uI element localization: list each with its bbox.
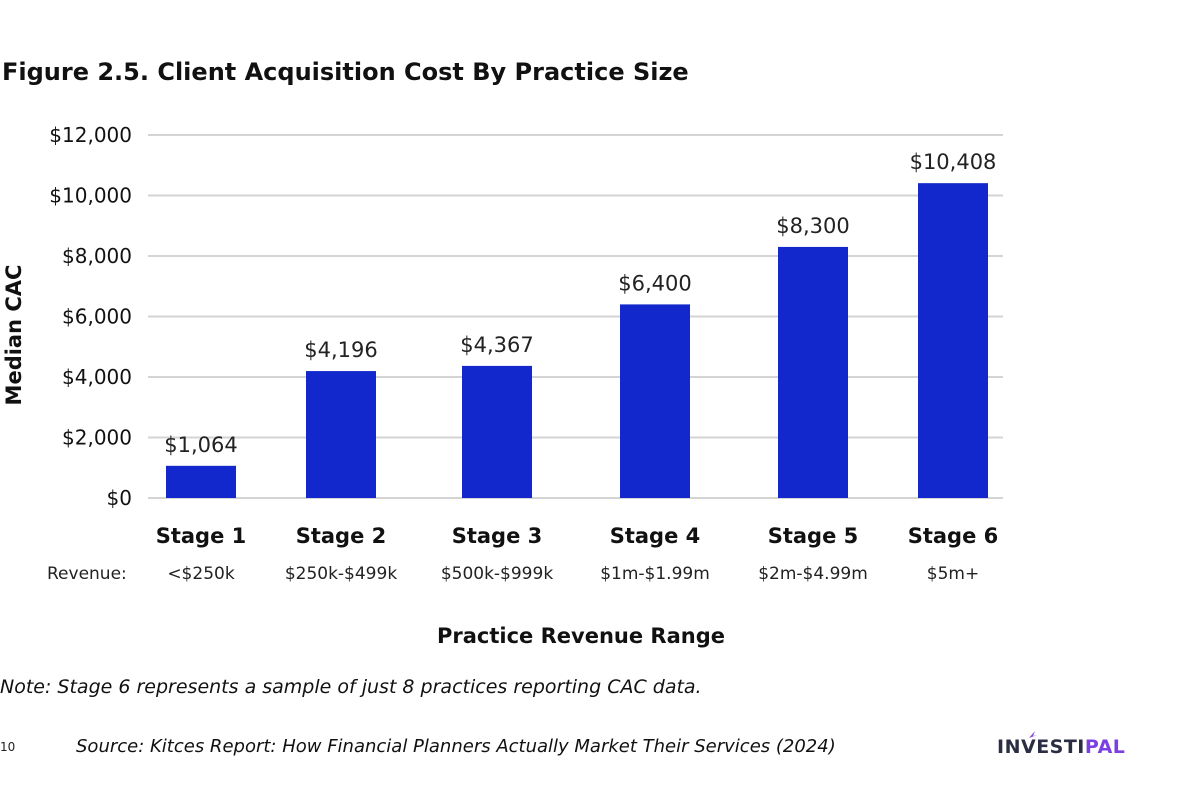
revenue-range-label: $5m+	[927, 564, 979, 584]
bar	[306, 371, 376, 498]
bar	[918, 183, 988, 498]
x-tick-label: Stage 1	[156, 524, 247, 548]
x-tick-label: Stage 2	[296, 524, 387, 548]
x-tick-label: Stage 4	[610, 524, 701, 548]
bar	[620, 304, 690, 498]
revenue-prefix: Revenue:	[47, 564, 127, 584]
logo-text: INVESTIPAL	[997, 736, 1125, 758]
value-labels: $1,064 $4,196 $4,367 $6,400 $8,300 $10,408	[164, 150, 996, 457]
data-label: $1,064	[164, 433, 237, 457]
x-tick-label: Stage 3	[452, 524, 543, 548]
x-axis-label: Practice Revenue Range	[437, 624, 725, 648]
chart-title: Figure 2.5. Client Acquisition Cost By P…	[2, 58, 689, 86]
bar	[778, 246, 848, 498]
y-axis-ticks: $0 $2,000 $4,000 $6,000 $8,000 $10,000 $12,000	[49, 123, 132, 510]
y-tick-label: $6,000	[62, 305, 132, 329]
page-number: 10	[0, 740, 15, 754]
data-label: $4,196	[304, 338, 377, 362]
y-tick-label: $10,000	[49, 184, 132, 208]
y-tick-label: $2,000	[62, 426, 132, 450]
logo-part-1: INV	[997, 736, 1036, 758]
y-tick-label: $8,000	[62, 244, 132, 268]
revenue-range-label: $250k-$499k	[285, 564, 398, 584]
data-label: $8,300	[776, 214, 849, 238]
data-label: $6,400	[618, 271, 691, 295]
y-tick-label: $4,000	[62, 365, 132, 389]
gridlines	[148, 134, 1003, 499]
chart-note: Note: Stage 6 represents a sample of jus…	[0, 676, 702, 698]
x-tick-label: Stage 6	[908, 524, 999, 548]
x-tick-label: Stage 5	[768, 524, 859, 548]
source-citation: Source: Kitces Report: How Financial Pla…	[76, 736, 836, 757]
bar	[462, 365, 532, 498]
x-axis-categories: Stage 1 Stage 2 Stage 3 Stage 4 Stage 5 Stage…	[156, 524, 999, 548]
y-axis-label: Median CAC	[2, 265, 26, 406]
revenue-range-label: <$250k	[167, 564, 235, 584]
logo-part-3: PAL	[1085, 736, 1126, 758]
logo-spark-icon	[1029, 731, 1037, 738]
revenue-range-label: $1m-$1.99m	[600, 564, 710, 584]
revenue-ranges: <$250k $250k-$499k $500k-$999k $1m-$1.99m $2…	[167, 564, 979, 584]
y-tick-label: $12,000	[49, 123, 132, 147]
revenue-range-label: $2m-$4.99m	[758, 564, 868, 584]
data-label: $10,408	[910, 150, 997, 174]
revenue-range-label: $500k-$999k	[441, 564, 554, 584]
logo-part-2: ESTI	[1036, 736, 1085, 758]
bars	[166, 183, 988, 498]
data-label: $4,367	[460, 333, 533, 357]
bar	[166, 465, 236, 498]
y-tick-label: $0	[107, 486, 132, 510]
investipal-logo: INVESTIPAL	[997, 731, 1125, 758]
